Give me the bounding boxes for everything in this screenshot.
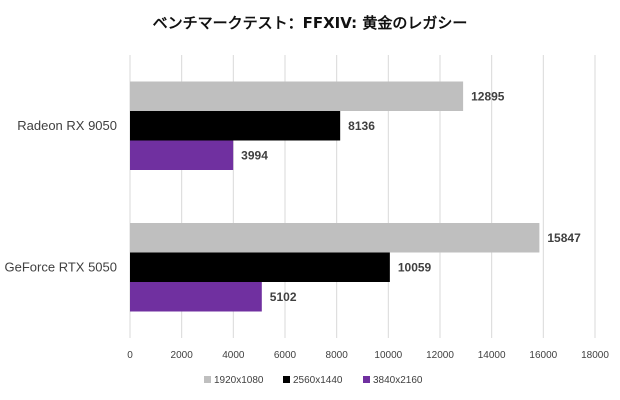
data-label: 15847 bbox=[547, 231, 581, 245]
bar bbox=[130, 252, 390, 282]
chart-title: ベンチマークテスト：FFXIV: 黄金のレガシー bbox=[152, 14, 468, 32]
category-label: GeForce RTX 5050 bbox=[5, 259, 117, 274]
data-label: 3994 bbox=[241, 148, 268, 162]
bar bbox=[130, 223, 540, 253]
data-label: 10059 bbox=[398, 260, 432, 274]
bar bbox=[130, 111, 341, 141]
x-tick-label: 10000 bbox=[374, 350, 402, 361]
category-label: Radeon RX 9050 bbox=[17, 118, 117, 133]
category-labels: Radeon RX 9050 GeForce RTX 5050 bbox=[5, 118, 117, 275]
bar bbox=[130, 140, 234, 170]
bar bbox=[130, 81, 464, 111]
legend-label: 2560x1440 bbox=[293, 375, 343, 386]
legend-label: 1920x1080 bbox=[214, 375, 264, 386]
data-label: 12895 bbox=[471, 89, 505, 103]
x-tick-label: 16000 bbox=[529, 350, 557, 361]
x-tick-labels: 0 2000 4000 6000 8000 10000 12000 14000 16000 180… bbox=[127, 350, 609, 361]
legend-label: 3840x2160 bbox=[373, 375, 423, 386]
legend-swatch bbox=[283, 376, 290, 383]
data-label: 5102 bbox=[270, 290, 297, 304]
legend-swatch bbox=[363, 376, 370, 383]
legend-swatch bbox=[204, 376, 211, 383]
x-tick-label: 14000 bbox=[478, 350, 506, 361]
x-tick-label: 12000 bbox=[426, 350, 454, 361]
x-tick-label: 4000 bbox=[222, 350, 245, 361]
x-tick-label: 8000 bbox=[326, 350, 349, 361]
x-tick-label: 6000 bbox=[274, 350, 297, 361]
x-tick-label: 18000 bbox=[581, 350, 609, 361]
data-labels: 12895 8136 3994 15847 10059 5102 bbox=[241, 89, 581, 304]
bars bbox=[130, 81, 540, 312]
legend: 1920x1080 2560x1440 3840x2160 bbox=[204, 375, 423, 386]
bar bbox=[130, 282, 262, 312]
x-tick-label: 2000 bbox=[171, 350, 194, 361]
x-tick-label: 0 bbox=[127, 350, 133, 361]
data-label: 8136 bbox=[348, 119, 375, 133]
